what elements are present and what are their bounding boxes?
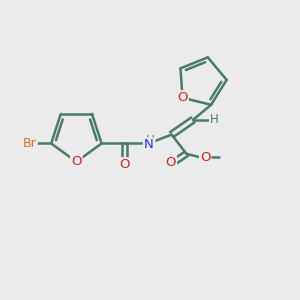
Text: N: N — [144, 138, 154, 152]
Text: O: O — [119, 158, 130, 171]
Text: O: O — [200, 151, 211, 164]
Text: Br: Br — [23, 137, 37, 150]
Text: H: H — [146, 134, 154, 147]
Text: O: O — [71, 155, 82, 168]
Text: O: O — [177, 91, 188, 104]
Text: O: O — [166, 156, 176, 169]
Text: H: H — [210, 113, 219, 126]
